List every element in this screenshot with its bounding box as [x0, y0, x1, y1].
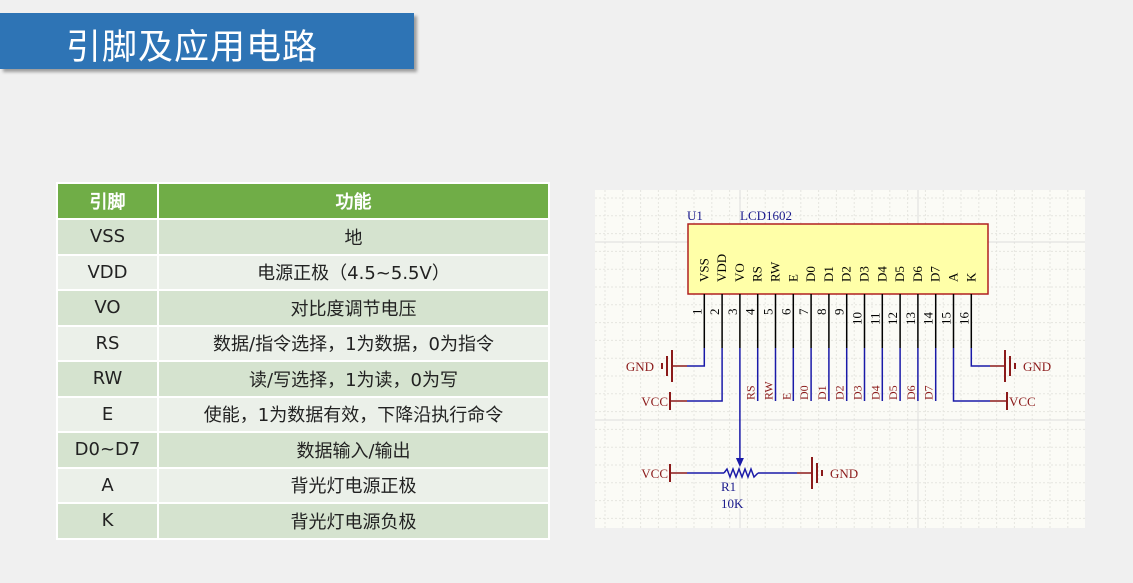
- gnd-left-label: GND: [626, 359, 654, 374]
- pin-number: 10: [850, 312, 865, 325]
- function-cell: 电源正极（4.5~5.5V）: [157, 253, 550, 291]
- pin-name: K: [963, 272, 978, 282]
- slide-title-bar: 引脚及应用电路: [0, 13, 414, 69]
- pin-name: D7: [928, 266, 943, 282]
- pin-name: D2: [839, 266, 854, 282]
- k-wire: [970, 348, 990, 367]
- net-label: E: [779, 393, 793, 400]
- pin-name: D1: [821, 266, 836, 282]
- vcc-pot-label: VCC: [641, 466, 668, 481]
- gnd-pot-label: GND: [830, 466, 858, 481]
- pin-number: 11: [867, 312, 882, 325]
- function-cell: 对比度调节电压: [157, 289, 550, 327]
- pin-number: 9: [832, 309, 847, 316]
- pin-cell: K: [56, 502, 159, 540]
- table-row: RS 数据/指令选择，1为数据，0为指令: [56, 324, 550, 362]
- pin-name: D4: [874, 266, 889, 282]
- resistor-designator: R1: [721, 479, 736, 494]
- resistor-value: 10K: [721, 496, 744, 511]
- a-wire: [952, 348, 990, 402]
- pin-name: VDD: [714, 254, 729, 282]
- function-cell: 读/写选择，1为读，0为写: [157, 360, 550, 398]
- pin-name: D6: [910, 266, 925, 282]
- pin-cell: VSS: [56, 218, 159, 256]
- pin-number: 2: [707, 309, 722, 316]
- table-row: K 背光灯电源负极: [56, 502, 550, 540]
- vdd-wire: [687, 348, 723, 402]
- potentiometer-icon: [723, 466, 759, 480]
- net-label: D3: [851, 385, 865, 400]
- pin-name: A: [946, 272, 961, 282]
- pin-number: 15: [939, 312, 954, 325]
- function-cell: 数据输入/输出: [157, 431, 550, 469]
- header-function: 功能: [157, 182, 550, 220]
- lcd-body: [687, 223, 989, 295]
- pin-name: E: [785, 274, 800, 282]
- table-row: A 背光灯电源正极: [56, 466, 550, 504]
- net-label: D7: [922, 385, 936, 400]
- pin-number: 12: [885, 312, 900, 325]
- pin-function-table: 引脚 功能 VSS 地 VDD 电源正极（4.5~5.5V） VO 对比度调节电压 RS 数据…: [56, 182, 550, 540]
- gnd-right-label: GND: [1023, 359, 1051, 374]
- table-row: VDD 电源正极（4.5~5.5V）: [56, 253, 550, 291]
- pin-name: D3: [857, 266, 872, 282]
- pin-cell: RW: [56, 360, 159, 398]
- schematic-svg: U1 LCD1602 VSS 1 VDD 2 VO 3 RS 4 RW 5 E 6 D0 7 D1 8 D2 9 D3 1…: [595, 190, 1085, 528]
- net-label: D1: [815, 385, 829, 400]
- net-label: D6: [904, 385, 918, 400]
- pin-number: 8: [814, 309, 829, 316]
- table-row: RW 读/写选择，1为读，0为写: [56, 360, 550, 398]
- table-row: E 使能，1为数据有效，下降沿执行命令: [56, 395, 550, 433]
- pin-cell: VO: [56, 289, 159, 327]
- net-label: D2: [833, 385, 847, 400]
- pin-number: 13: [903, 312, 918, 325]
- pin-number: 16: [956, 312, 971, 326]
- net-label: RS: [744, 385, 758, 400]
- pin-name: VSS: [696, 258, 711, 282]
- pin-number: 1: [689, 309, 704, 316]
- pin-number: 7: [796, 308, 811, 315]
- part-label: LCD1602: [740, 208, 792, 223]
- table-row: VO 对比度调节电压: [56, 289, 550, 327]
- function-cell: 背光灯电源正极: [157, 466, 550, 504]
- pin-cell: E: [56, 395, 159, 433]
- net-label: D5: [886, 385, 900, 400]
- pin-number: 4: [743, 308, 758, 315]
- slide-title: 引脚及应用电路: [66, 28, 319, 68]
- designator-label: U1: [687, 208, 703, 223]
- pin-number: 6: [778, 308, 793, 315]
- pin-number: 14: [921, 312, 936, 326]
- pin-cell: VDD: [56, 253, 159, 291]
- pin-number: 3: [725, 309, 740, 316]
- function-cell: 数据/指令选择，1为数据，0为指令: [157, 324, 550, 362]
- header-pin: 引脚: [56, 182, 159, 220]
- function-cell: 地: [157, 218, 550, 256]
- function-cell: 背光灯电源负极: [157, 502, 550, 540]
- pin-name: VO: [732, 263, 747, 282]
- pin-name: D0: [803, 266, 818, 282]
- table-row: D0~D7 数据输入/输出: [56, 431, 550, 469]
- function-cell: 使能，1为数据有效，下降沿执行命令: [157, 395, 550, 433]
- vcc-right-label: VCC: [1009, 394, 1036, 409]
- pin-name: D5: [892, 266, 907, 282]
- pin-name: RW: [768, 261, 783, 282]
- pin-cell: D0~D7: [56, 431, 159, 469]
- lcd1602-schematic: U1 LCD1602 VSS 1 VDD 2 VO 3 RS 4 RW 5 E 6 D0 7 D1 8 D2 9 D3 1…: [595, 190, 1085, 528]
- net-label: RW: [762, 381, 776, 400]
- vcc-left-label: VCC: [641, 394, 668, 409]
- wiper-arrow-icon: [735, 458, 744, 467]
- net-label: D0: [797, 385, 811, 400]
- pin-cell: A: [56, 466, 159, 504]
- net-label: D4: [868, 385, 882, 400]
- pin-number: 5: [761, 309, 776, 316]
- pin-cell: RS: [56, 324, 159, 362]
- pin-name: RS: [750, 266, 765, 282]
- vss-wire: [687, 348, 706, 367]
- table-row: VSS 地: [56, 218, 550, 256]
